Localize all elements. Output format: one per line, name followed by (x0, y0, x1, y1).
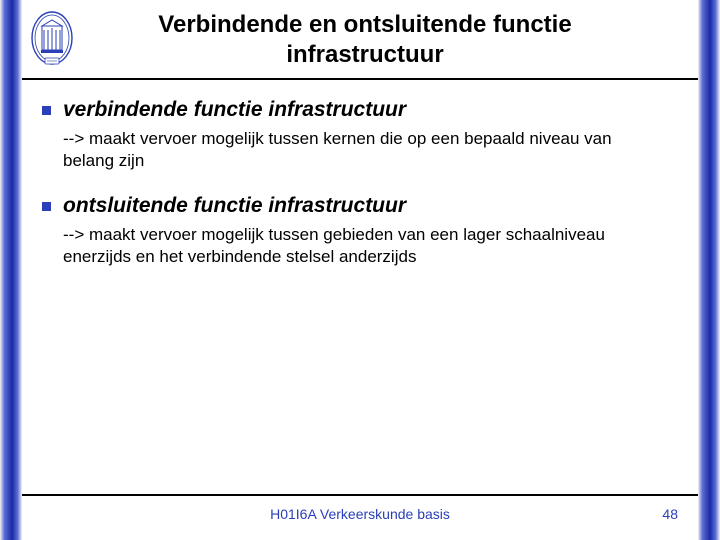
item-heading: verbindende functie infrastructuur (63, 98, 406, 122)
bullet-icon (42, 106, 51, 115)
slide-title: Verbindende en ontsluitende functie infr… (84, 10, 690, 70)
item-body: --> maakt vervoer mogelijk tussen gebied… (42, 224, 662, 268)
university-logo (30, 10, 74, 68)
page-number: 48 (618, 506, 678, 522)
footer-text: H01I6A Verkeerskunde basis (102, 506, 618, 522)
list-item: verbindende functie infrastructuur --> m… (42, 98, 678, 172)
header: Verbindende en ontsluitende functie infr… (0, 0, 720, 78)
footer: H01I6A Verkeerskunde basis 48 (22, 494, 698, 522)
item-heading: ontsluitende functie infrastructuur (63, 194, 406, 218)
footer-rule (22, 494, 698, 496)
list-item: ontsluitende functie infrastructuur --> … (42, 194, 678, 268)
content: verbindende functie infrastructuur --> m… (0, 80, 720, 268)
item-body: --> maakt vervoer mogelijk tussen kernen… (42, 128, 662, 172)
bullet-icon (42, 202, 51, 211)
